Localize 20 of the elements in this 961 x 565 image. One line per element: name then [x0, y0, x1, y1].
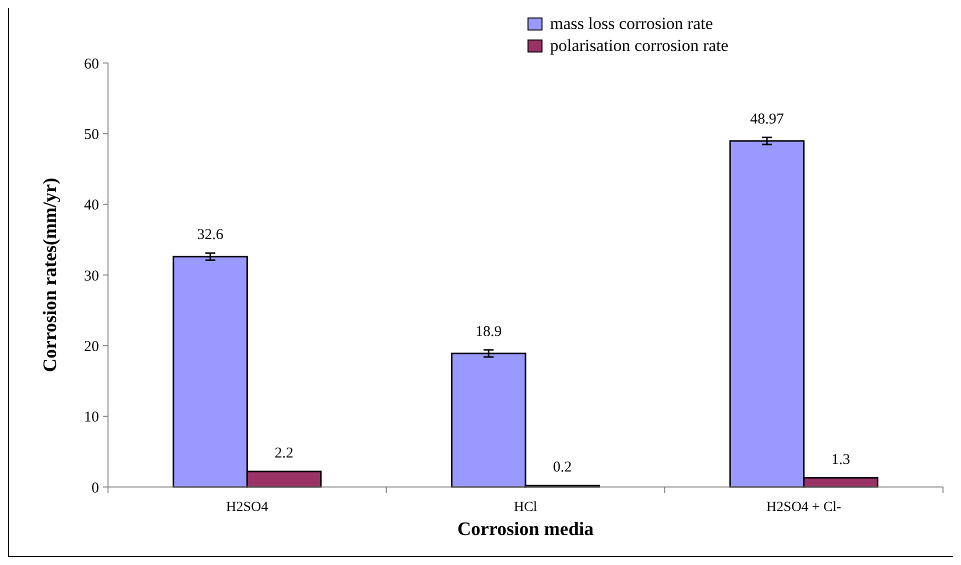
data-label: 1.3 — [831, 452, 850, 468]
legend-label: mass loss corrosion rate — [550, 14, 713, 33]
y-tick-label: 40 — [84, 198, 99, 214]
y-axis-title: Corrosion rates(mm/yr) — [40, 178, 61, 372]
legend-label: polarisation corrosion rate — [550, 36, 728, 55]
y-tick-label: 20 — [84, 338, 99, 355]
x-axis-title: Corrosion media — [457, 519, 594, 540]
y-tick-label: 50 — [84, 126, 99, 143]
data-label: 18.9 — [475, 324, 502, 340]
y-tick-label: 10 — [84, 410, 99, 426]
x-tick-label: HCl — [514, 500, 538, 515]
y-tick-label: 0 — [92, 480, 99, 496]
data-label: 2.2 — [274, 445, 294, 462]
y-tick-label: 30 — [84, 268, 99, 284]
data-label: 32.6 — [197, 227, 224, 244]
y-tick-label: 60 — [84, 56, 99, 72]
data-label: 0.2 — [553, 460, 572, 476]
x-tick-label: H2SO4 — [226, 500, 268, 515]
data-label: 48.97 — [750, 111, 784, 128]
x-tick-label: H2SO4 + Cl- — [766, 500, 842, 515]
